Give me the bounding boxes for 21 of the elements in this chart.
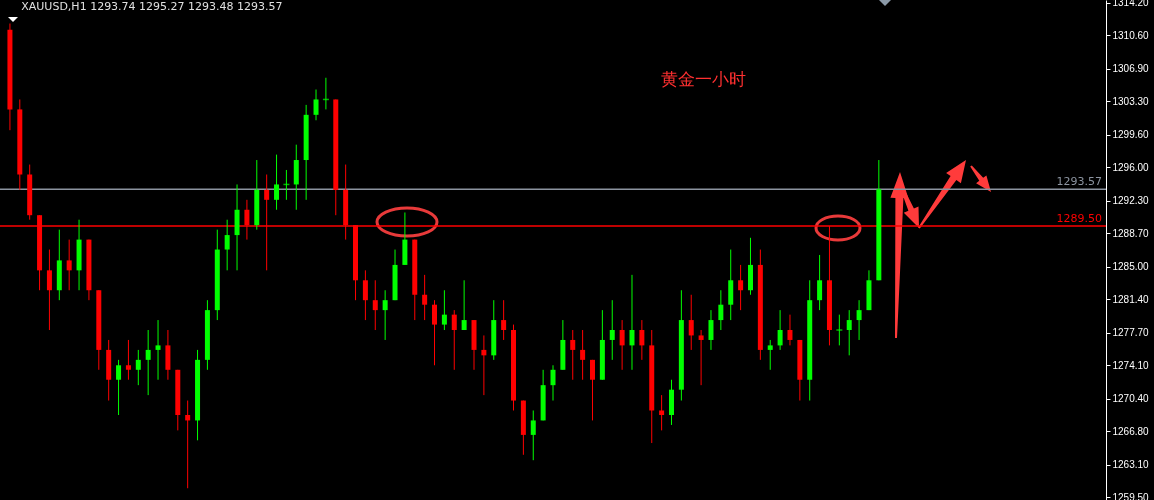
y-tick-label: 1263.10: [1112, 459, 1150, 471]
y-tick-label: 1259.50: [1112, 491, 1150, 500]
y-tick-label: 1292.30: [1112, 195, 1150, 207]
chart-title: XAUUSD,H1 1293.74 1295.27 1293.48 1293.57: [21, 0, 283, 13]
ref-line-label: 1293.57: [1056, 175, 1102, 189]
y-tick-label: 1270.40: [1112, 393, 1150, 405]
y-tick-label: 1274.10: [1112, 359, 1150, 371]
y-tick-label: 1288.70: [1112, 227, 1150, 239]
candlestick: [836, 314, 843, 346]
y-tick-label: 1266.80: [1112, 425, 1150, 437]
y-tick-label: 1303.30: [1112, 95, 1150, 107]
y-tick-label: 1299.60: [1112, 129, 1150, 141]
y-tick-label: 1281.40: [1112, 293, 1150, 305]
y-tick-label: 1296.00: [1112, 161, 1150, 173]
y-tick-label: 1277.70: [1112, 327, 1150, 339]
annotation: 黄金一小时: [661, 69, 746, 89]
y-tick-label: 1310.60: [1112, 29, 1150, 41]
ref-line-label: 1289.50: [1056, 212, 1102, 226]
y-tick-label: 1285.00: [1112, 261, 1150, 273]
y-tick-label: 1306.90: [1112, 63, 1150, 75]
y-tick-label: 1314.20: [1112, 0, 1150, 9]
